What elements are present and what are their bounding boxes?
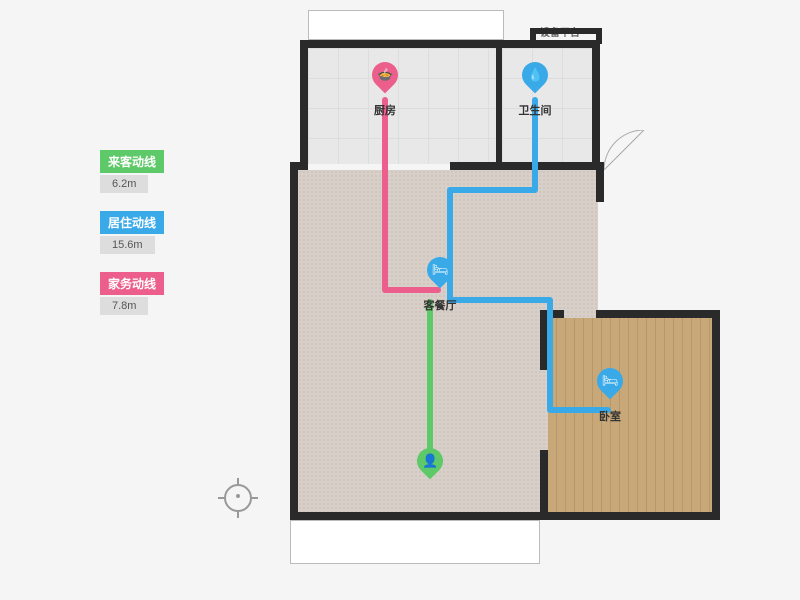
legend-label-living: 居住动线 (100, 211, 164, 234)
wall-segment (596, 28, 602, 44)
legend-item-guest: 来客动线 6.2m (100, 150, 164, 193)
legend-item-living: 居住动线 15.6m (100, 211, 164, 254)
wall-segment (596, 162, 604, 202)
room-label: 客餐厅 (424, 297, 457, 313)
balcony (308, 10, 504, 40)
wall-segment (530, 28, 536, 44)
legend-panel: 来客动线 6.2m 居住动线 15.6m 家务动线 7.8m (100, 150, 164, 333)
room-label: 厨房 (374, 102, 396, 118)
wall-segment (290, 512, 548, 520)
room-客餐厅-marker: 🛏 (427, 257, 453, 291)
legend-value-housework: 7.8m (100, 297, 148, 315)
room-卧室-marker: 🛏 (597, 368, 623, 402)
legend-value-living: 15.6m (100, 236, 155, 254)
wall-segment (300, 40, 600, 48)
balcony (290, 520, 540, 564)
legend-item-housework: 家务动线 7.8m (100, 272, 164, 315)
room-卫生间-marker: 💧 (522, 62, 548, 96)
drop-icon: 💧 (527, 67, 543, 83)
wall-segment (712, 310, 720, 520)
wall-segment (592, 40, 600, 165)
entry-marker: 👤 (417, 448, 443, 482)
door-arc (604, 130, 648, 174)
room-label: 卧室 (599, 408, 621, 424)
wall-segment (596, 310, 720, 318)
wall-segment (540, 450, 548, 520)
bed-icon: 🛏 (432, 262, 449, 278)
bed-icon: 🛏 (602, 373, 619, 389)
floorplan: 设备平台🍲厨房💧卫生间🛏客餐厅🛏卧室👤 (270, 10, 730, 570)
wall-segment (290, 162, 298, 520)
wall-segment (300, 40, 308, 170)
wall-segment (540, 310, 548, 370)
wall-segment (530, 28, 602, 34)
legend-value-guest: 6.2m (100, 175, 148, 193)
person-icon: 👤 (422, 453, 438, 469)
pot-icon: 🍲 (377, 67, 393, 83)
legend-label-guest: 来客动线 (100, 150, 164, 173)
floor-tile (308, 48, 496, 164)
wall-segment (496, 40, 502, 165)
floor-wood (548, 318, 712, 512)
legend-label-housework: 家务动线 (100, 272, 164, 295)
room-label: 卫生间 (519, 102, 552, 118)
wall-segment (450, 162, 600, 170)
room-厨房-marker: 🍲 (372, 62, 398, 96)
wall-segment (540, 512, 720, 520)
compass-icon (220, 480, 256, 516)
